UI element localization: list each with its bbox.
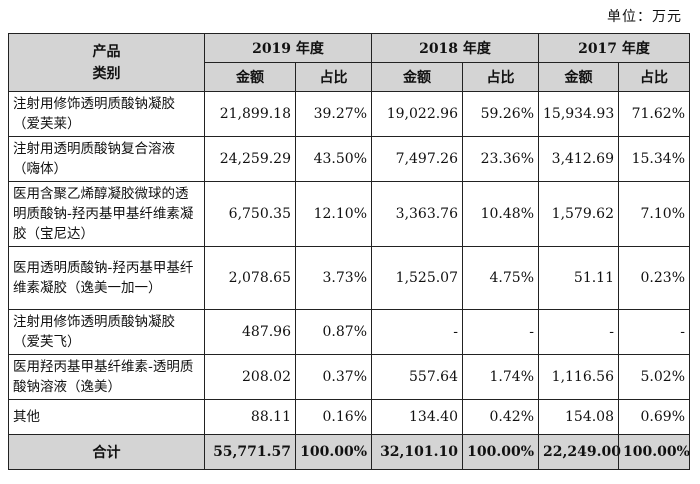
amount-header: 金额 [538,62,619,92]
ratio-cell: 12.10% [295,181,372,247]
amount-cell: 6,750.35 [204,181,296,247]
product-name-cell: 医用透明质酸钠-羟丙基甲基纤维素凝胶（逸美一加一） [8,246,205,310]
year-header-2019: 2019 年度 [204,33,372,63]
product-name-cell: 医用含聚乙烯醇凝胶微球的透明质酸钠-羟丙基甲基纤维素凝胶（宝尼达） [8,181,205,247]
table-row: 注射用修饰透明质酸钠凝胶（爱芙飞） 487.96 0.87% - - - - [8,309,690,355]
ratio-cell: 0.16% [295,399,372,435]
amount-header: 金额 [204,62,296,92]
category-header: 产品 类别 [8,33,205,92]
total-ratio-cell: 100.00% [462,434,539,470]
amount-cell: 1,525.07 [371,246,463,310]
year-header-2017: 2017 年度 [538,33,690,63]
ratio-cell: 0.69% [618,399,690,435]
ratio-header: 占比 [462,62,539,92]
ratio-header: 占比 [618,62,690,92]
table-row: 注射用修饰透明质酸钠凝胶（爱芙莱） 21,899.18 39.27% 19,022.9… [8,91,690,137]
ratio-cell: 0.87% [295,309,372,355]
amount-cell: 1,116.56 [538,354,619,400]
ratio-cell: 23.36% [462,136,539,182]
ratio-cell: 0.23% [618,246,690,310]
product-name-cell: 其他 [8,399,205,435]
amount-cell: 88.11 [204,399,296,435]
total-label: 合计 [8,434,205,470]
table-row: 注射用透明质酸钠复合溶液（嗨体） 24,259.29 43.50% 7,497.26 2… [8,136,690,182]
unit-label: 单位：万元 [607,9,682,25]
ratio-cell: - [462,309,539,355]
amount-cell: 134.40 [371,399,463,435]
amount-cell: 51.11 [538,246,619,310]
total-amount-cell: 55,771.57 [204,434,296,470]
ratio-cell: 43.50% [295,136,372,182]
ratio-cell: 5.02% [618,354,690,400]
amount-cell: 1,579.62 [538,181,619,247]
amount-cell: 3,412.69 [538,136,619,182]
amount-cell: 2,078.65 [204,246,296,310]
ratio-cell: 7.10% [618,181,690,247]
ratio-header: 占比 [295,62,372,92]
total-ratio-cell: 100.00% [618,434,690,470]
revenue-table: 产品 类别 2019 年度 2018 年度 2017 年度 金额 占比 金额 占… [8,33,690,470]
amount-cell: 24,259.29 [204,136,296,182]
ratio-cell: 4.75% [462,246,539,310]
product-name-cell: 注射用修饰透明质酸钠凝胶（爱芙飞） [8,309,205,355]
amount-cell: 154.08 [538,399,619,435]
ratio-cell: 39.27% [295,91,372,137]
product-name-cell: 注射用透明质酸钠复合溶液（嗨体） [8,136,205,182]
amount-header: 金额 [371,62,463,92]
ratio-cell: - [618,309,690,355]
amount-cell: 557.64 [371,354,463,400]
amount-cell: 487.96 [204,309,296,355]
ratio-cell: 59.26% [462,91,539,137]
amount-cell: 208.02 [204,354,296,400]
table-row: 医用含聚乙烯醇凝胶微球的透明质酸钠-羟丙基甲基纤维素凝胶（宝尼达） 6,750.3… [8,181,690,247]
amount-cell: - [538,309,619,355]
total-ratio-cell: 100.00% [295,434,372,470]
ratio-cell: 10.48% [462,181,539,247]
ratio-cell: 3.73% [295,246,372,310]
total-amount-cell: 32,101.10 [371,434,463,470]
amount-cell: 3,363.76 [371,181,463,247]
ratio-cell: 0.37% [295,354,372,400]
ratio-cell: 15.34% [618,136,690,182]
product-name-cell: 医用羟丙基甲基纤维素-透明质酸钠溶液（逸美） [8,354,205,400]
amount-cell: 7,497.26 [371,136,463,182]
ratio-cell: 1.74% [462,354,539,400]
ratio-cell: 0.42% [462,399,539,435]
product-name-cell: 注射用修饰透明质酸钠凝胶（爱芙莱） [8,91,205,137]
amount-cell: 15,934.93 [538,91,619,137]
table-row: 其他 88.11 0.16% 134.40 0.42% 154.08 0.69% [8,399,690,435]
total-amount-cell: 22,249.00 [538,434,621,470]
amount-cell: - [371,309,463,355]
table-row: 医用羟丙基甲基纤维素-透明质酸钠溶液（逸美） 208.02 0.37% 557.64 1… [8,354,690,400]
amount-cell: 21,899.18 [204,91,296,137]
year-header-2018: 2018 年度 [371,33,539,63]
total-row: 合计 55,771.57 100.00% 32,101.10 100.00% 22,249… [8,434,690,470]
table-row: 医用透明质酸钠-羟丙基甲基纤维素凝胶（逸美一加一） 2,078.65 3.73% 1,… [8,246,690,310]
amount-cell: 19,022.96 [371,91,463,137]
ratio-cell: 71.62% [618,91,690,137]
